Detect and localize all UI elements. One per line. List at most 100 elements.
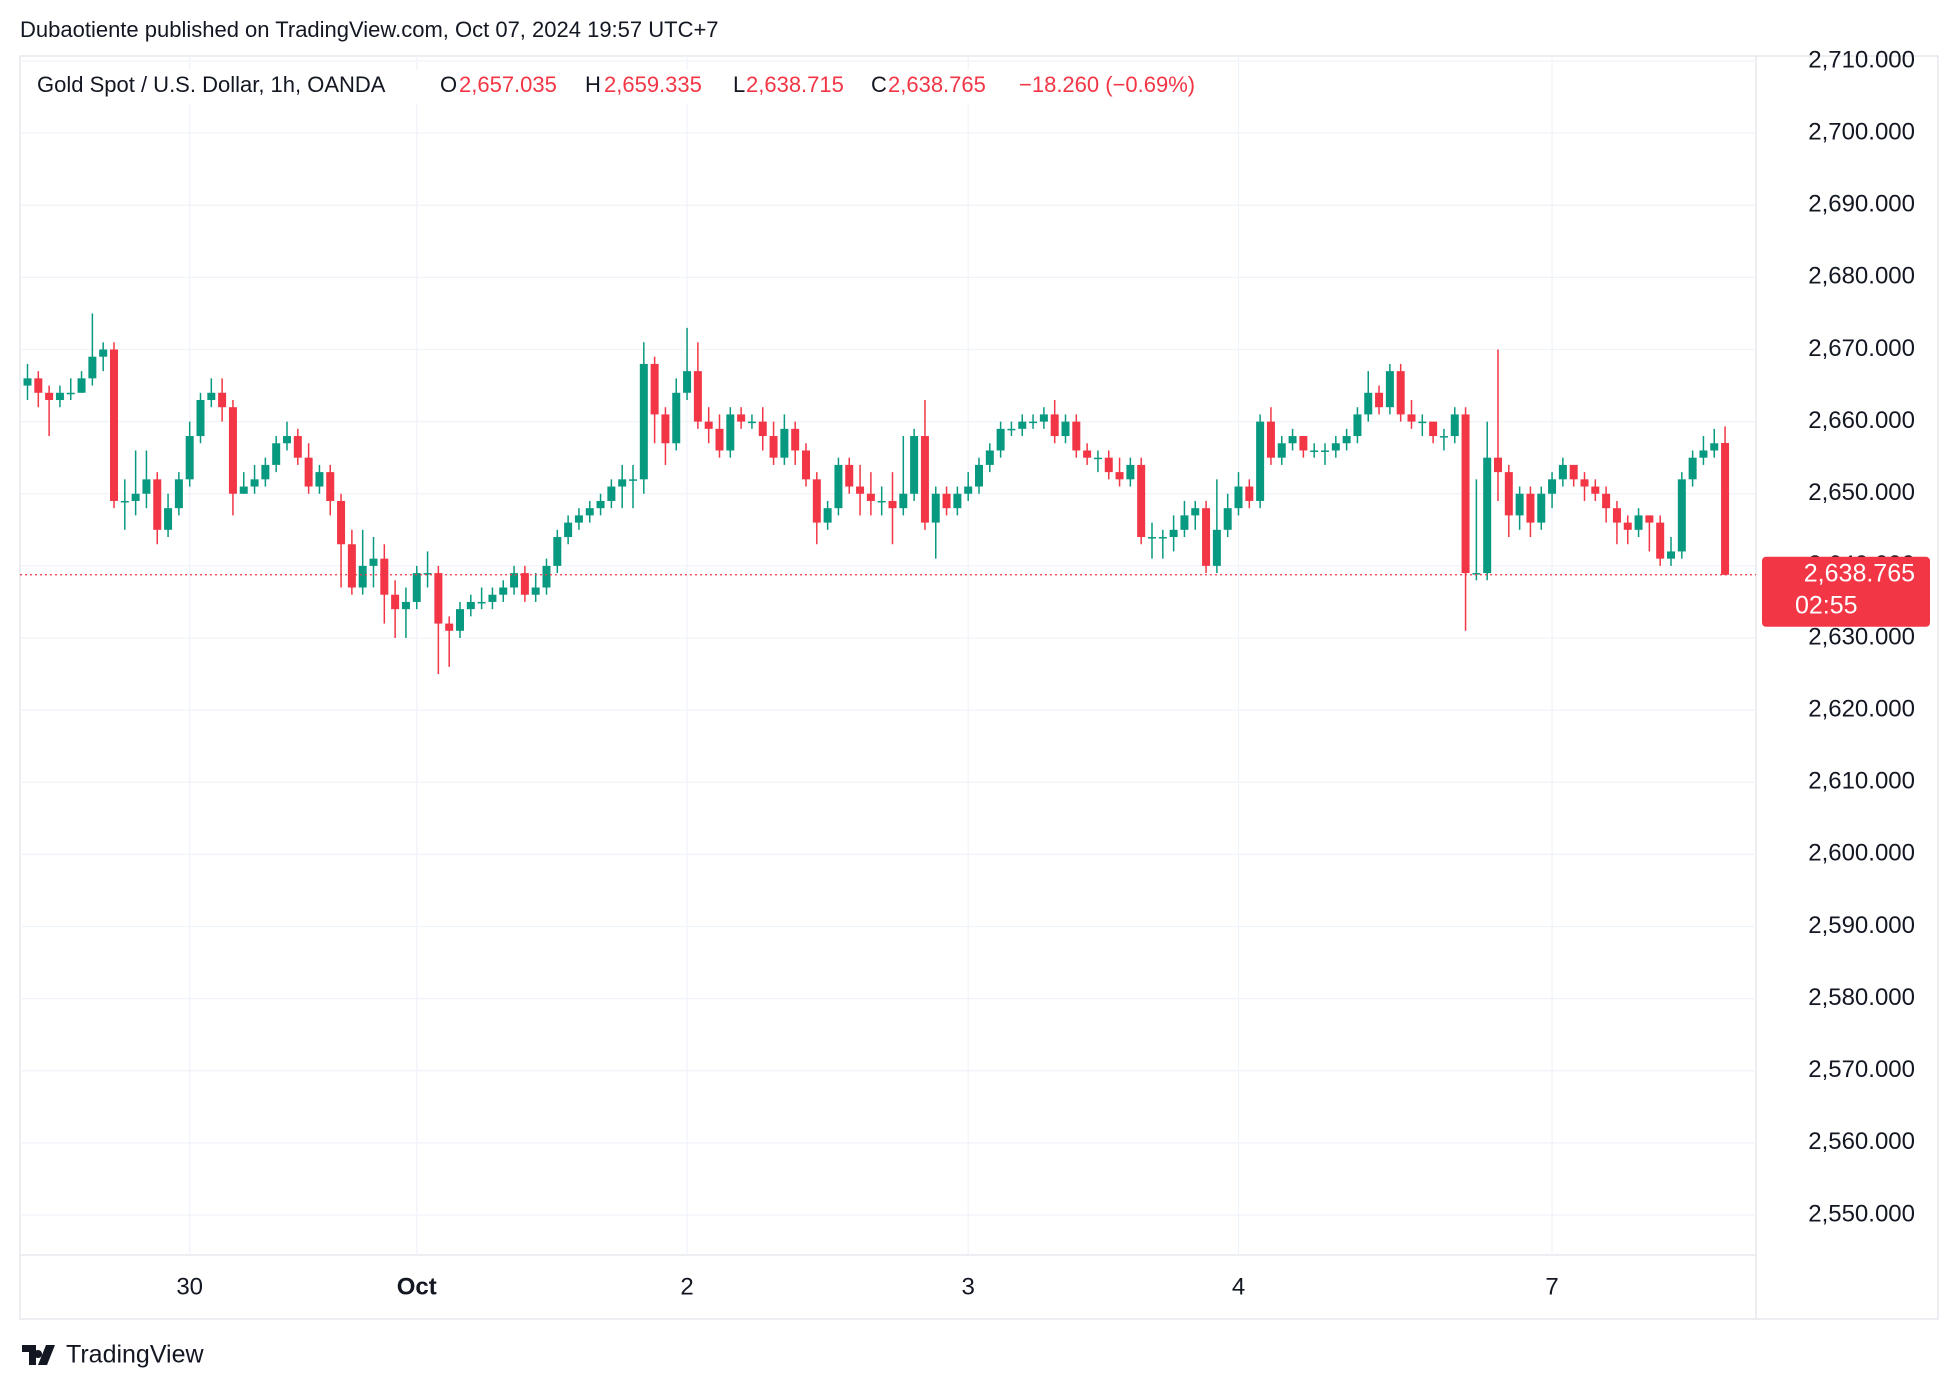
candle-body — [964, 486, 973, 494]
candle-body — [1721, 443, 1730, 575]
candle-body — [899, 493, 908, 509]
candle-body — [1234, 486, 1243, 509]
candle-body — [1310, 450, 1319, 452]
candle-body — [120, 500, 129, 503]
candle-body — [499, 587, 508, 595]
candle-body — [1364, 392, 1373, 415]
candle-body — [239, 486, 248, 494]
candle-body — [910, 436, 919, 494]
candle-body — [445, 623, 454, 631]
candle-body — [228, 407, 237, 494]
candle-body — [1526, 493, 1535, 523]
candle-body — [218, 392, 227, 408]
x-tick-label: 3 — [962, 1273, 975, 1300]
candle-body — [164, 508, 173, 530]
candle-body — [629, 479, 637, 481]
candle-body — [758, 421, 767, 437]
legend-bg — [28, 70, 1228, 104]
legend-value: 2,638.715 — [746, 72, 844, 97]
candle-body — [1266, 421, 1275, 458]
candle-body — [1256, 421, 1265, 501]
candle-body — [347, 544, 356, 588]
price-tag-countdown: 02:55 — [1795, 591, 1858, 619]
candle-body — [596, 500, 605, 509]
candle-body — [693, 371, 702, 422]
candle-body — [769, 436, 778, 458]
candle-body — [975, 464, 983, 487]
candle-body — [607, 486, 616, 501]
candle-body — [888, 500, 897, 509]
candle-body — [1169, 529, 1178, 538]
y-tick-label: 2,670.000 — [1808, 335, 1915, 362]
candle-body — [423, 573, 432, 575]
y-tick-label: 2,560.000 — [1808, 1128, 1915, 1155]
legend: Gold Spot / U.S. Dollar, 1h, OANDA O 2,6… — [28, 70, 1228, 104]
footer-logo: TradingView — [22, 1341, 205, 1369]
candle-body — [1515, 493, 1524, 516]
candle-body — [1223, 508, 1232, 530]
candle-body — [174, 479, 183, 509]
candle-body — [802, 450, 810, 480]
candle-body — [326, 472, 335, 501]
candle-body — [942, 493, 951, 509]
candle-body — [1061, 421, 1070, 437]
candle-body — [1158, 537, 1167, 539]
candle-body — [1645, 515, 1654, 523]
candle-body — [823, 508, 832, 523]
logo-icon — [22, 1345, 55, 1365]
candle-body — [618, 479, 627, 487]
attribution: Dubaotiente published on TradingView.com… — [20, 17, 719, 42]
candle-body — [401, 601, 410, 610]
candle-body — [520, 573, 529, 595]
candle-body — [1418, 421, 1427, 424]
candle-body — [1461, 414, 1470, 574]
y-tick-label: 2,590.000 — [1808, 912, 1915, 939]
candle-body — [283, 436, 291, 444]
candle-body — [953, 493, 962, 509]
candle-body — [1439, 436, 1448, 438]
candle-body — [1202, 508, 1211, 566]
candle-body — [1569, 464, 1578, 480]
candle-body — [1580, 479, 1589, 487]
candle-body — [1710, 443, 1719, 451]
candle-body — [672, 392, 681, 444]
y-tick-label: 2,600.000 — [1808, 840, 1915, 867]
candle-body — [866, 493, 875, 501]
legend-value: 2,657.035 — [459, 72, 557, 97]
candle-body — [272, 443, 281, 465]
candle-body — [1385, 371, 1394, 408]
candle-body — [380, 558, 389, 595]
candle-body — [23, 378, 32, 386]
candle-body — [99, 349, 108, 357]
y-tick-label: 2,700.000 — [1808, 118, 1915, 145]
candle-body — [845, 464, 854, 487]
candle-body — [196, 399, 205, 437]
candle-body — [856, 486, 865, 494]
y-tick-label: 2,660.000 — [1808, 407, 1915, 434]
candle-body — [1450, 414, 1459, 437]
candle-body — [985, 450, 994, 465]
candle-body — [477, 601, 486, 604]
candle-body — [1083, 450, 1092, 458]
candle-body — [1612, 508, 1621, 523]
candle-body — [1050, 414, 1059, 437]
price-tag-label: 2,638.765 — [1804, 559, 1915, 587]
candle-body — [1483, 457, 1492, 574]
candle-body — [931, 493, 940, 523]
candle-body — [66, 392, 75, 395]
candle-body — [1407, 414, 1416, 422]
candle-body — [747, 421, 756, 424]
candle-body — [1018, 421, 1027, 429]
candle-body — [391, 594, 400, 610]
candle-body — [1396, 371, 1405, 415]
candle-body — [715, 428, 724, 451]
candle-body — [1126, 464, 1135, 480]
y-tick-label: 2,690.000 — [1808, 191, 1915, 218]
legend-key: L — [733, 72, 745, 97]
candle-body — [337, 500, 346, 545]
candle-body — [1429, 421, 1438, 437]
candle-body — [780, 428, 789, 458]
candle-body — [1148, 537, 1156, 539]
candle-body — [369, 558, 378, 566]
